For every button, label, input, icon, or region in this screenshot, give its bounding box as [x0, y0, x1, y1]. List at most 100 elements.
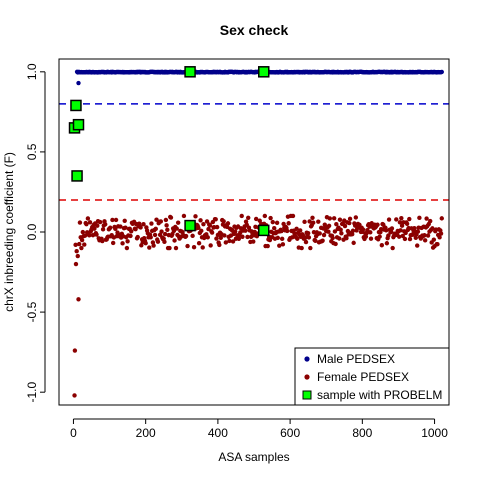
- female-point: [172, 238, 177, 243]
- female-point: [360, 227, 366, 232]
- female-point: [230, 239, 236, 244]
- female-point: [435, 242, 440, 247]
- x-axis-label: ASA samples: [218, 450, 289, 464]
- female-point: [243, 228, 248, 233]
- female-point: [233, 229, 238, 234]
- female-point: [350, 228, 356, 233]
- legend-label-male: Male PEDSEX: [317, 352, 395, 366]
- female-point: [246, 215, 251, 220]
- female-point: [262, 213, 268, 219]
- female-point: [183, 233, 189, 239]
- female-point: [305, 230, 311, 236]
- female-point: [73, 261, 79, 267]
- female-point: [236, 236, 242, 241]
- female-point: [272, 225, 277, 231]
- female-point: [417, 215, 422, 221]
- female-point: [207, 223, 213, 228]
- female-point: [113, 226, 118, 232]
- female-point: [77, 241, 82, 247]
- problem-samples: [68, 66, 270, 237]
- female-point: [163, 217, 169, 223]
- female-point: [191, 245, 197, 250]
- female-point: [75, 253, 80, 259]
- female-point: [404, 221, 410, 226]
- female-point: [87, 220, 93, 225]
- problem-point: [70, 99, 82, 112]
- legend-marker-female: [304, 374, 310, 380]
- problem-point: [72, 118, 85, 131]
- problem-point: [184, 219, 196, 232]
- legend-marker-male: [304, 356, 310, 362]
- female-point: [375, 222, 380, 227]
- legend-marker-problem: [302, 390, 312, 400]
- female-point: [438, 231, 444, 236]
- female-point: [85, 216, 91, 221]
- female-point: [363, 234, 369, 239]
- female-point: [239, 213, 244, 219]
- female-point: [143, 240, 148, 246]
- female-point: [337, 236, 342, 241]
- female-point: [428, 218, 433, 224]
- y-tick-label: 0.0: [25, 223, 39, 240]
- female-point: [290, 213, 296, 219]
- female-point: [196, 225, 201, 231]
- female-point: [308, 245, 313, 251]
- female-point: [386, 217, 392, 222]
- female-point: [396, 234, 402, 239]
- female-point: [198, 218, 203, 223]
- female-point: [320, 238, 325, 243]
- female-point: [331, 216, 337, 221]
- female-point: [100, 238, 105, 244]
- female-point: [135, 234, 140, 240]
- female-point: [124, 245, 130, 251]
- female-point: [332, 229, 338, 234]
- female-point: [133, 227, 138, 232]
- female-point: [138, 225, 143, 230]
- female-point: [158, 219, 164, 224]
- y-axis-label: chrX inbreeding coefficient (F): [2, 152, 16, 312]
- female-point: [92, 226, 97, 231]
- female-point: [439, 216, 444, 221]
- female-point: [80, 229, 86, 235]
- male-point: [439, 69, 444, 75]
- y-axis: -1.0 -0.5 0.0 0.5 1.0: [25, 63, 46, 403]
- female-point: [347, 216, 353, 222]
- problem-point: [184, 66, 196, 78]
- female-point: [397, 220, 403, 225]
- female-point: [214, 224, 220, 230]
- female-point: [76, 297, 81, 302]
- female-point: [155, 239, 161, 244]
- female-point: [196, 241, 202, 246]
- female-point: [274, 220, 280, 225]
- female-point: [368, 230, 373, 235]
- female-point: [94, 232, 99, 237]
- female-point: [149, 221, 154, 226]
- female-point: [164, 223, 169, 228]
- female-point: [327, 216, 333, 221]
- female-point: [185, 243, 190, 249]
- x-axis: 0 200 400 600 800 1000: [70, 418, 448, 440]
- female-point: [162, 239, 167, 245]
- female-point: [208, 243, 213, 248]
- female-point: [128, 233, 133, 239]
- female-point: [311, 220, 316, 225]
- female-point: [386, 233, 391, 238]
- female-point: [87, 233, 92, 238]
- female-point: [148, 235, 153, 240]
- female-point: [108, 225, 113, 230]
- female-point: [344, 236, 349, 241]
- female-point: [200, 245, 205, 250]
- female-point: [353, 215, 359, 220]
- female-point: [120, 241, 125, 246]
- y-tick-label: -0.5: [25, 301, 39, 322]
- female-point: [275, 235, 281, 241]
- female-point: [79, 245, 84, 251]
- female-point: [72, 348, 78, 353]
- female-point: [240, 234, 245, 239]
- x-tick-label: 600: [280, 426, 300, 440]
- female-point: [294, 226, 299, 231]
- female-point: [153, 226, 158, 232]
- female-point: [322, 222, 327, 227]
- female-point: [280, 242, 286, 247]
